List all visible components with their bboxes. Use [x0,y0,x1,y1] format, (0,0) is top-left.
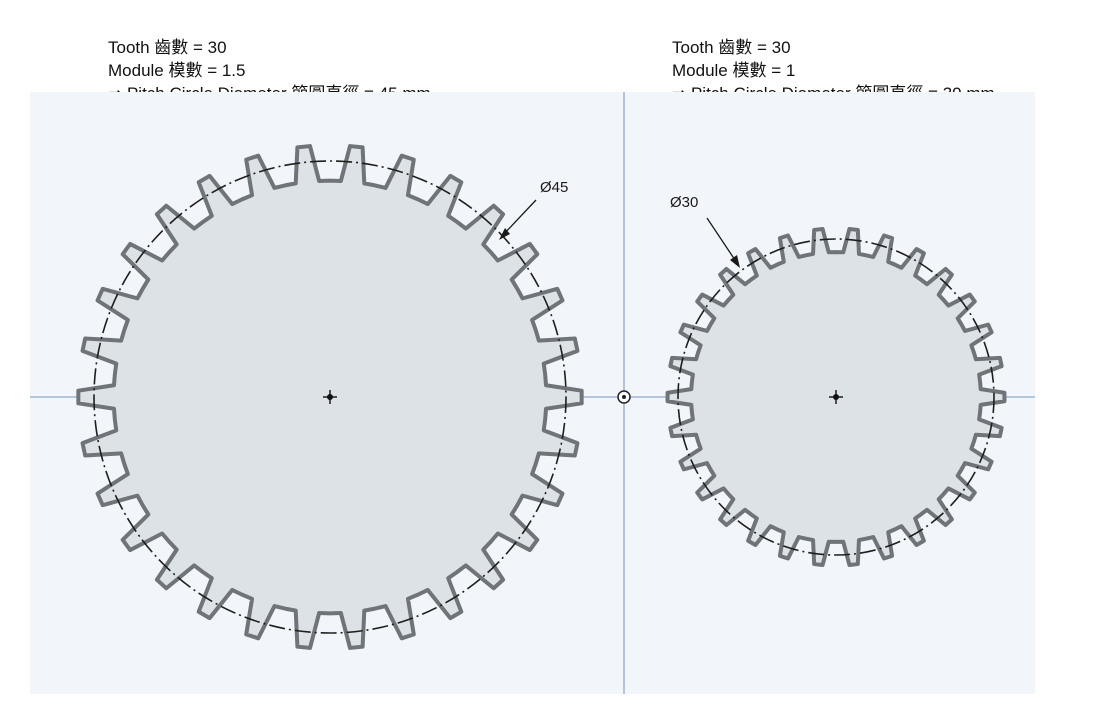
small-gear-dimension-leader [706,217,738,264]
large-gear-dimension-leader [501,199,537,237]
small-gear-center-point[interactable] [829,390,843,404]
sketch-origin-marker[interactable] [617,390,631,404]
small-gear-diameter-dimension[interactable]: Ø30 [670,194,698,211]
left-module: Module 模數 = 1.5 [108,61,246,80]
right-module: Module 模數 = 1 [672,61,796,80]
small-gear-dimension-arrow [730,255,740,268]
large-gear-diameter-dimension[interactable]: Ø45 [540,179,568,196]
left-tooth-count: Tooth 齒數 = 30 [108,38,227,57]
small-gear-pitch-circle[interactable] [677,238,995,556]
large-gear-dimension-arrow [499,228,510,240]
right-tooth-count: Tooth 齒數 = 30 [672,38,791,57]
large-gear[interactable]: Ø45 [76,144,584,650]
small-gear[interactable]: Ø30 [665,194,1007,567]
large-gear-pitch-circle[interactable] [93,160,567,634]
large-gear-center-point[interactable] [323,390,337,404]
